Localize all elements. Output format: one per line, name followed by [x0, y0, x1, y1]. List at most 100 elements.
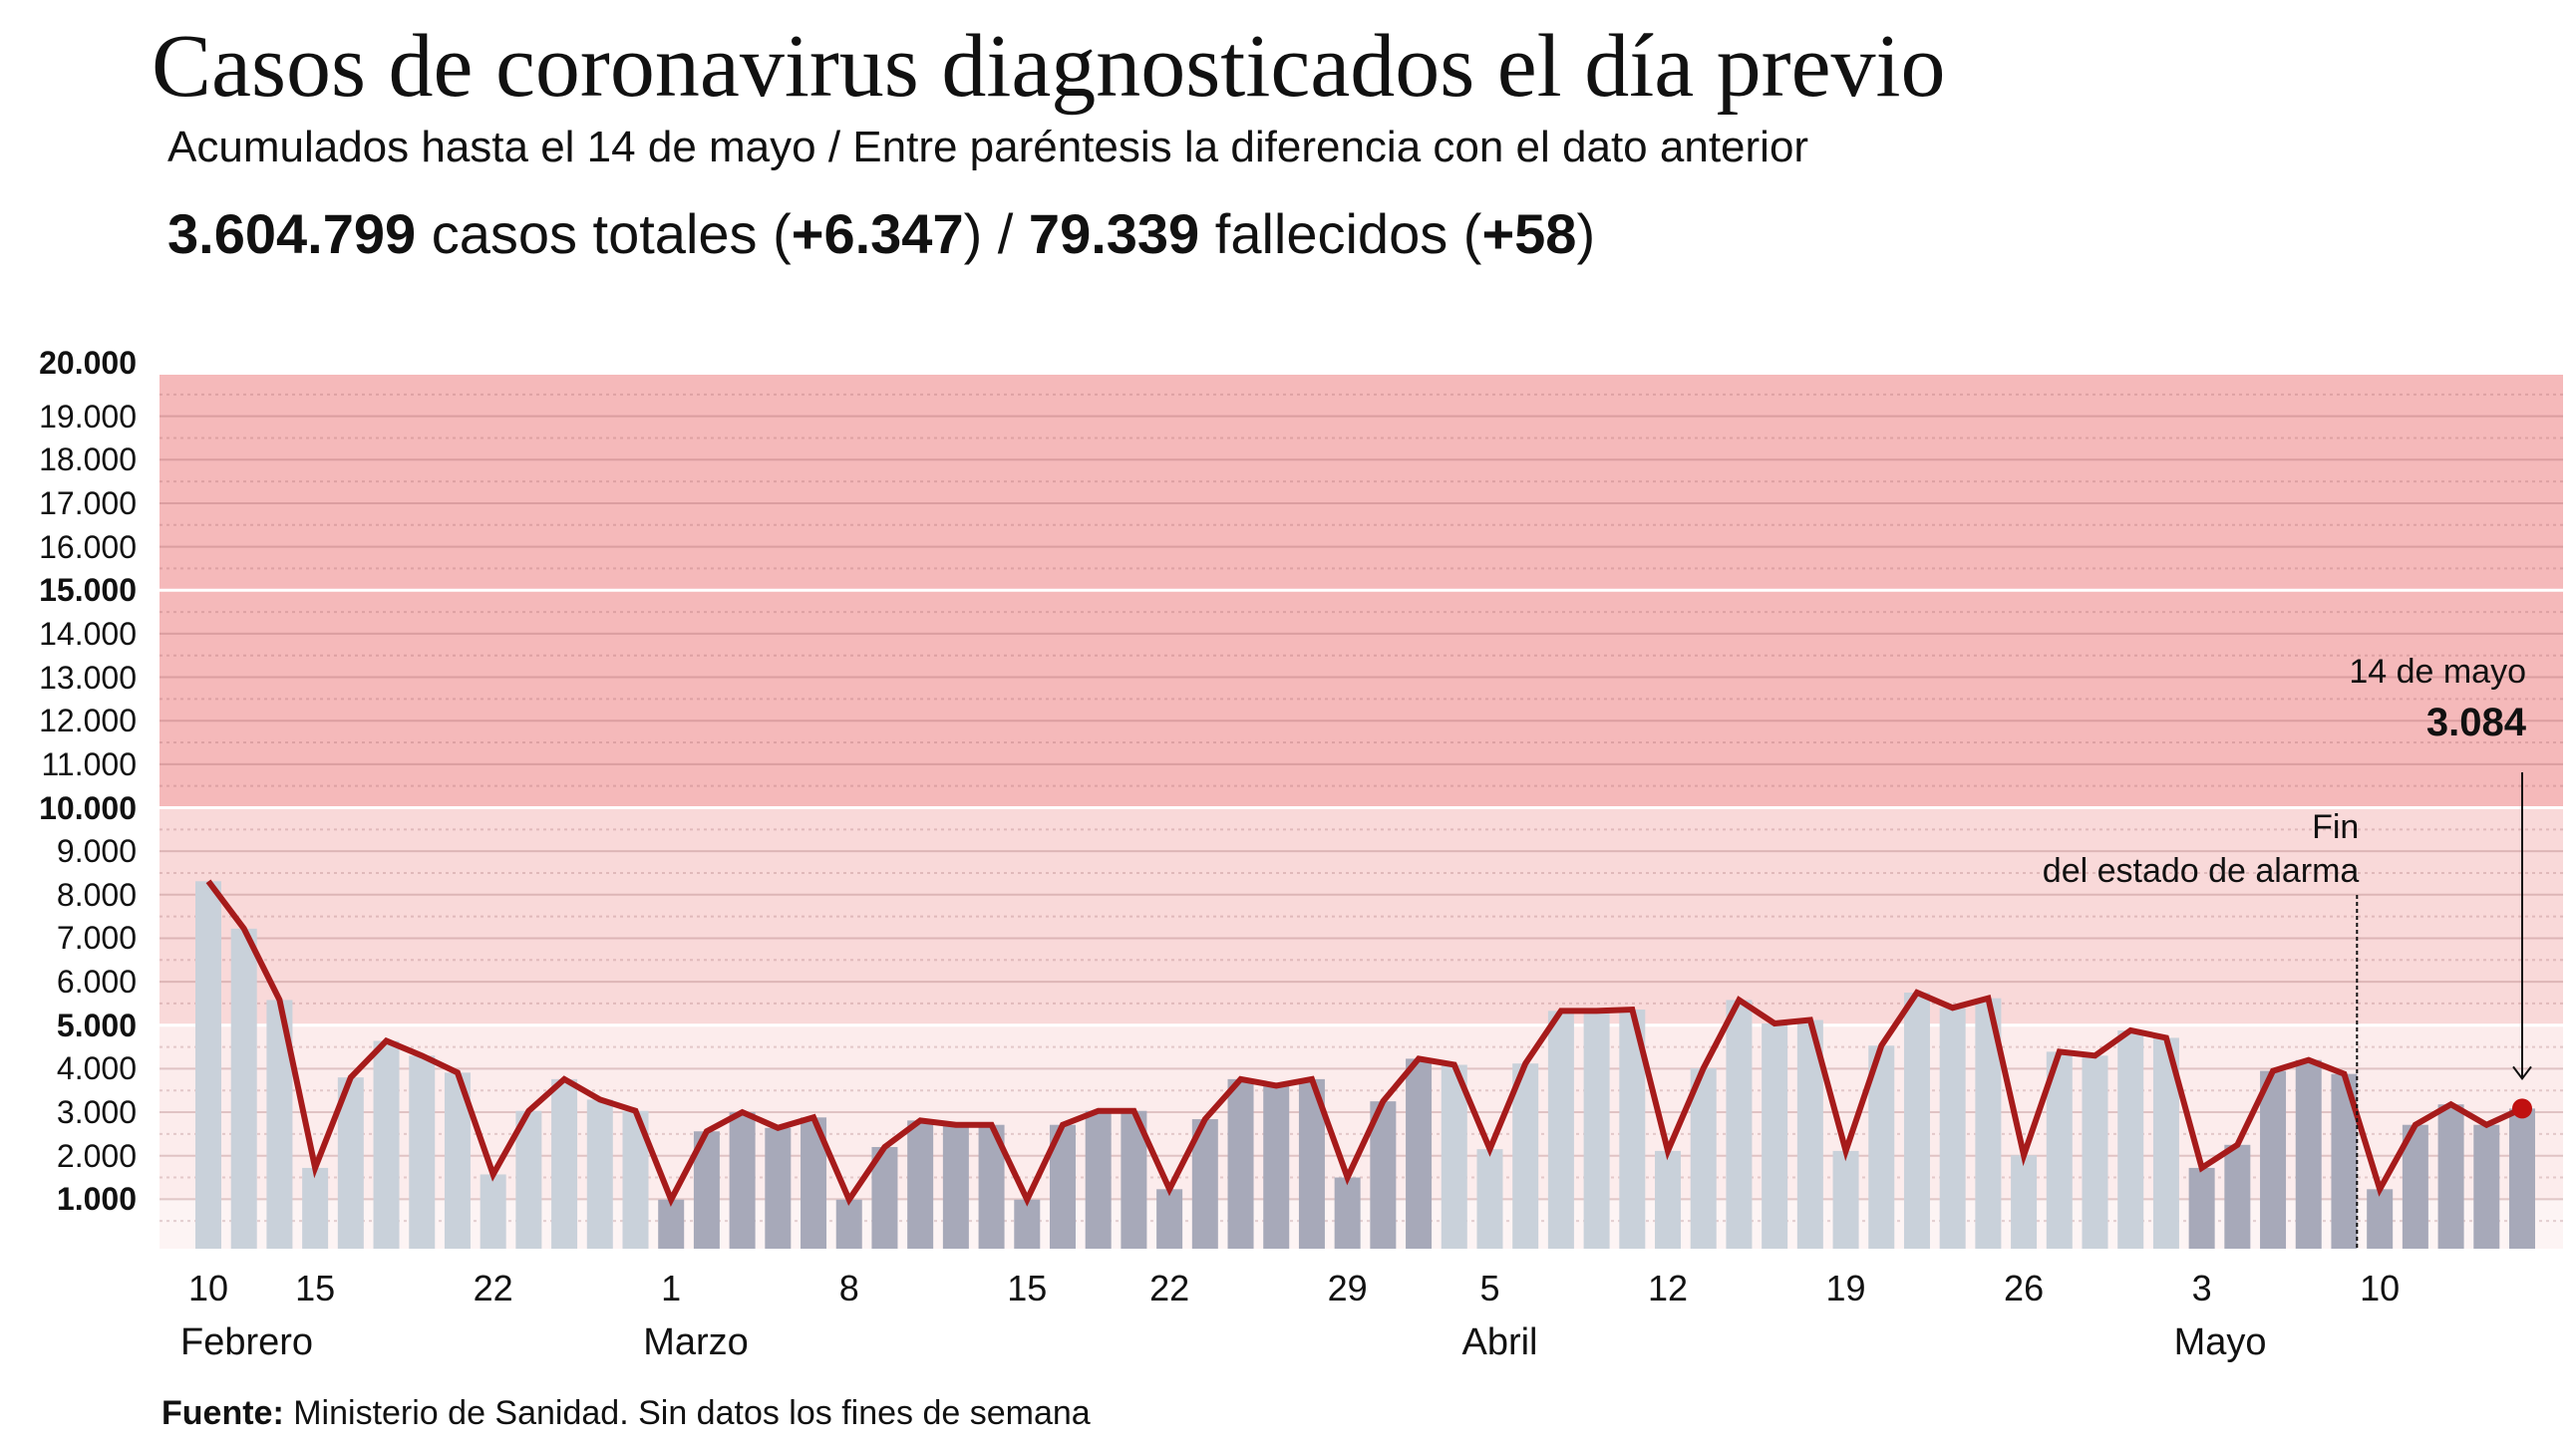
bar: [551, 1078, 578, 1249]
bar: [835, 1199, 862, 1249]
bar: [1441, 1064, 1467, 1249]
bar: [409, 1055, 436, 1249]
bar: [1832, 1150, 1859, 1249]
bar: [1762, 1023, 1788, 1249]
y-tick-label: 5.000: [56, 1007, 137, 1043]
x-tick-label: 5: [1479, 1268, 1500, 1308]
bar: [1903, 993, 1930, 1249]
bar: [1263, 1085, 1290, 1249]
last-point-value-label: 3.084: [2425, 701, 2526, 744]
bar: [658, 1199, 685, 1249]
y-tick-label: 17.000: [39, 484, 137, 521]
bar: [1547, 1011, 1574, 1249]
arrow-head-icon: [2512, 1065, 2532, 1081]
x-tick-label: 1: [661, 1268, 682, 1308]
bar: [1085, 1110, 1112, 1249]
bar: [1690, 1067, 1717, 1249]
x-tick-label: 10: [2360, 1268, 2401, 1308]
month-label: Marzo: [643, 1321, 749, 1363]
y-tick-label: 13.000: [39, 659, 137, 696]
total-cases: 3.604.799: [167, 202, 417, 265]
y-tick-label: 16.000: [39, 528, 137, 565]
bar: [195, 881, 221, 1249]
x-tick-label: 29: [1327, 1268, 1368, 1308]
month-label: Febrero: [180, 1321, 314, 1363]
bar: [2437, 1104, 2464, 1249]
source-note: Fuente: Ministerio de Sanidad. Sin datos…: [161, 1393, 1091, 1433]
y-tick-label: 9.000: [56, 833, 137, 870]
y-tick-label: 1.000: [56, 1181, 137, 1218]
bar: [2011, 1155, 2038, 1249]
x-tick-label: 15: [1007, 1268, 1048, 1308]
y-tick-label: 4.000: [56, 1050, 137, 1087]
source-text: Ministerio de Sanidad. Sin datos los fin…: [283, 1394, 1091, 1432]
total-deaths-diff: +58: [1481, 202, 1577, 265]
bar: [2367, 1189, 2394, 1249]
bar: [2224, 1144, 2251, 1249]
bar: [1655, 1150, 1682, 1249]
bar: [1583, 1011, 1610, 1249]
y-tick-label: 19.000: [39, 398, 137, 435]
bar: [765, 1127, 792, 1249]
x-tick-label: 26: [2004, 1268, 2045, 1308]
bar: [2473, 1124, 2500, 1249]
x-tick-label: 3: [2191, 1268, 2212, 1308]
y-tick-label: 18.000: [39, 441, 137, 478]
y-tick-label: 15.000: [39, 572, 137, 609]
bar: [1156, 1189, 1183, 1249]
x-tick-label: 22: [1149, 1268, 1190, 1308]
y-tick-label: 12.000: [39, 703, 137, 739]
x-tick-label: 12: [1647, 1268, 1689, 1308]
bar: [515, 1110, 542, 1249]
totals-separator: ) /: [963, 202, 1029, 265]
bar: [2082, 1055, 2108, 1249]
bar: [729, 1112, 756, 1249]
bar: [1939, 1008, 1966, 1249]
end-alarm-label-line2: del estado de alarma: [2042, 852, 2360, 890]
y-tick-label: 3.000: [56, 1094, 137, 1131]
bar: [907, 1120, 934, 1249]
chart-title: Casos de coronavirus diagnosticados el d…: [152, 17, 1946, 116]
x-tick-label: 8: [838, 1268, 859, 1308]
bar: [2117, 1029, 2144, 1249]
source-label: Fuente:: [161, 1394, 284, 1432]
bar: [480, 1174, 506, 1249]
bar: [2509, 1108, 2535, 1249]
y-tick-label: 7.000: [56, 920, 137, 957]
bar: [1334, 1177, 1361, 1249]
last-point-date-label: 14 de mayo: [2349, 653, 2526, 691]
bar: [1476, 1149, 1503, 1249]
total-deaths: 79.339: [1028, 202, 1200, 265]
bar: [1726, 1000, 1753, 1249]
bar: [942, 1124, 969, 1249]
band-2: [160, 807, 2563, 1025]
x-tick-label: 19: [1825, 1268, 1866, 1308]
last-point-dot: [2512, 1098, 2532, 1119]
total-cases-diff: +6.347: [791, 202, 964, 265]
x-tick-label: 10: [187, 1268, 229, 1308]
y-tick-label: 11.000: [41, 745, 138, 782]
y-tick-label: 10.000: [39, 789, 137, 826]
totals-line: 3.604.799 casos totales (+6.347) / 79.33…: [167, 199, 1595, 269]
month-label: Mayo: [2173, 1321, 2267, 1363]
cases-line: [205, 879, 2524, 1207]
bar: [1512, 1063, 1539, 1249]
bar: [1406, 1058, 1433, 1249]
bar: [230, 928, 257, 1249]
y-tick-label: 20.000: [39, 345, 137, 381]
x-tick-label: 15: [295, 1268, 336, 1308]
y-tick-label: 6.000: [56, 964, 137, 1001]
total-deaths-label: fallecidos (: [1199, 202, 1482, 265]
bar: [2188, 1167, 2215, 1249]
bar: [2295, 1059, 2322, 1249]
bar: [373, 1040, 400, 1249]
x-tick-label: 22: [473, 1268, 513, 1308]
bar: [2260, 1070, 2287, 1249]
month-label: Abril: [1461, 1321, 1538, 1363]
bar: [1227, 1078, 1254, 1249]
bar: [1014, 1199, 1041, 1249]
bar: [586, 1099, 613, 1249]
y-tick-label: 8.000: [56, 876, 137, 913]
end-alarm-label-line1: Fin: [2312, 808, 2360, 846]
